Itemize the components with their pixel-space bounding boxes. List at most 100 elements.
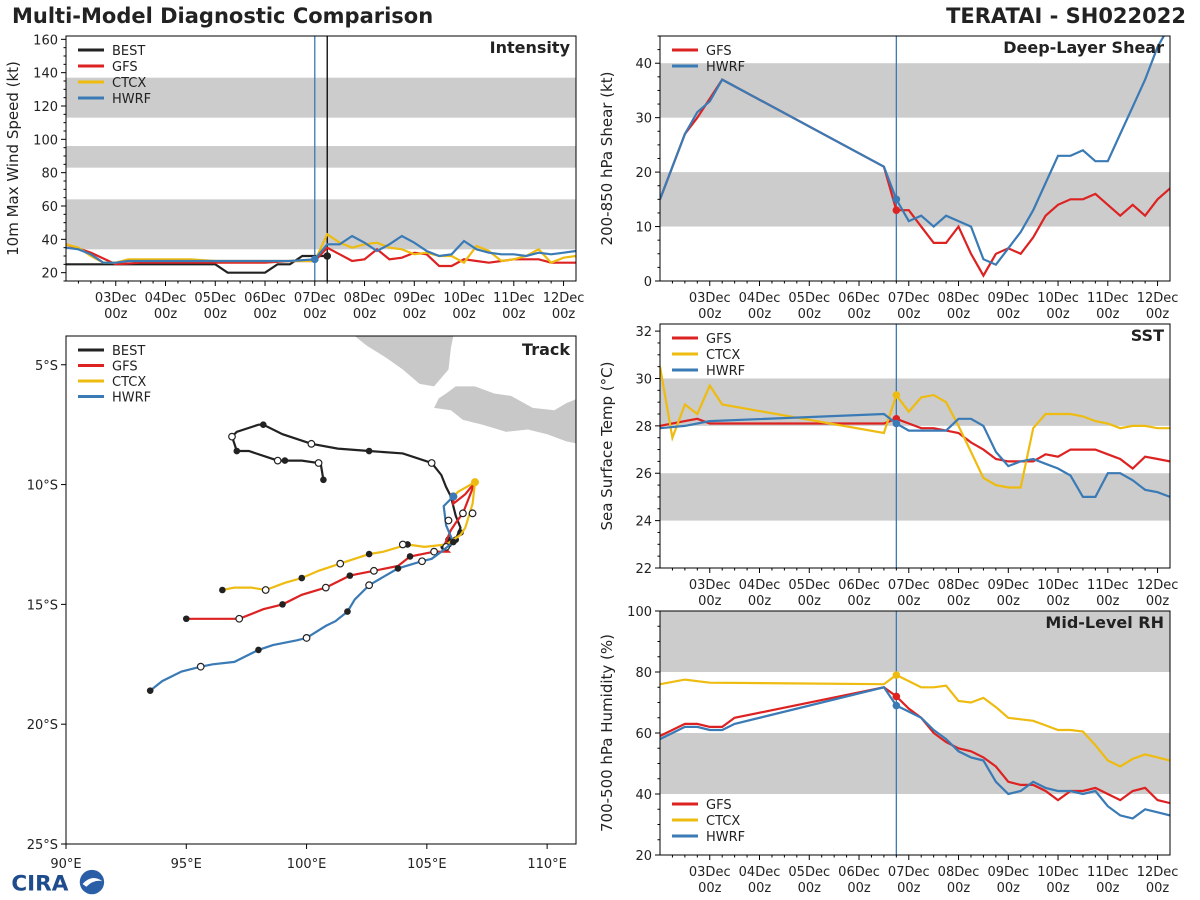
x-tick-label-hour: 00z xyxy=(748,307,772,322)
series-hwrf-marker xyxy=(310,255,319,264)
track-gfs-dot xyxy=(346,572,354,579)
panel-title: Deep-Layer Shear xyxy=(1003,38,1164,57)
x-tick-label-hour: 00z xyxy=(1096,594,1120,609)
x-tick-label-day: 12Dec xyxy=(1137,865,1179,880)
track-ctcx-ring xyxy=(336,559,345,568)
x-tick-label-hour: 00z xyxy=(897,307,921,322)
x-tick-label-day: 12Dec xyxy=(1137,578,1179,593)
track-ctcx-ring xyxy=(398,540,407,549)
lon-tick-label: 105°E xyxy=(407,857,447,872)
shaded-band xyxy=(66,199,576,250)
y-tick-label: 60 xyxy=(41,200,58,215)
y-axis-label: 10m Max Wind Speed (kt) xyxy=(4,61,22,256)
x-tick-label-hour: 00z xyxy=(1046,881,1070,896)
shaded-band xyxy=(660,378,1170,426)
legend-label-best: BEST xyxy=(112,44,145,59)
y-tick-label: 60 xyxy=(635,727,652,742)
series-hwrf-marker xyxy=(892,701,901,710)
track-best-dot xyxy=(281,457,289,464)
track-best-line xyxy=(230,423,462,541)
x-tick-label-day: 11Dec xyxy=(1087,865,1129,880)
x-tick-label-hour: 00z xyxy=(154,307,178,322)
y-tick-label: 40 xyxy=(635,57,652,72)
lat-tick-label: 15°S xyxy=(27,598,58,613)
track-ctcx-ring xyxy=(261,586,270,594)
x-tick-label-day: 03Dec xyxy=(689,291,731,306)
track-best-ring xyxy=(228,432,236,441)
y-tick-label: 120 xyxy=(33,100,58,115)
track-gfs-dot xyxy=(182,615,190,623)
track-gfs-ring xyxy=(235,614,244,623)
shaded-band xyxy=(660,63,1170,118)
series-ctcx-line xyxy=(66,232,576,265)
x-tick-label-day: 08Dec xyxy=(344,291,386,306)
java-land xyxy=(434,386,576,444)
track-ctcx-dot xyxy=(365,550,373,558)
x-tick-label-hour: 00z xyxy=(947,881,971,896)
y-tick-label: 20 xyxy=(41,267,58,282)
x-tick-label-day: 05Dec xyxy=(194,291,236,306)
track-hwrf-ring xyxy=(444,516,453,525)
x-tick-label-day: 09Dec xyxy=(987,578,1029,593)
legend-label-ctcx: CTCX xyxy=(706,814,740,829)
legend-label-ctcx: CTCX xyxy=(706,348,740,363)
x-tick-label-day: 07Dec xyxy=(294,291,336,306)
track-hwrf-ring xyxy=(418,557,426,566)
x-tick-label-day: 04Dec xyxy=(739,865,781,880)
x-tick-label-day: 04Dec xyxy=(145,291,187,306)
figure-title: Multi-Model Diagnostic Comparison xyxy=(12,4,434,28)
x-tick-label-hour: 00z xyxy=(104,307,128,322)
legend-label-hwrf: HWRF xyxy=(112,92,151,107)
series-gfs-line xyxy=(660,417,1170,470)
track-best-dot xyxy=(259,421,267,428)
track-gfs-dot xyxy=(279,601,286,608)
legend-label-gfs: GFS xyxy=(706,332,732,347)
x-tick-label-day: 10Dec xyxy=(443,291,485,306)
legend-label-gfs: GFS xyxy=(706,798,732,813)
lon-tick-label: 90°E xyxy=(50,857,81,872)
x-tick-label-day: 09Dec xyxy=(987,865,1029,880)
lat-tick-label: 20°S xyxy=(27,718,58,733)
legend-label-gfs: GFS xyxy=(112,360,138,375)
panel-title: SST xyxy=(1131,326,1164,345)
y-tick-label: 22 xyxy=(635,562,652,577)
y-tick-label: 26 xyxy=(635,467,652,482)
x-tick-label-hour: 00z xyxy=(502,307,526,322)
series-hwrf-marker xyxy=(892,419,901,428)
track-gfs-ring xyxy=(370,566,378,575)
x-tick-label-day: 09Dec xyxy=(393,291,435,306)
shaded-band xyxy=(660,733,1170,794)
shaded-band xyxy=(660,611,1170,672)
x-tick-label-hour: 00z xyxy=(1096,881,1120,896)
y-tick-label: 140 xyxy=(33,67,58,82)
x-tick-label-hour: 00z xyxy=(303,307,327,322)
track-hwrf-dot xyxy=(146,687,154,694)
x-tick-label-day: 10Dec xyxy=(1037,865,1079,880)
x-tick-label-hour: 00z xyxy=(1046,594,1070,609)
x-tick-label-hour: 00z xyxy=(1146,307,1170,322)
x-tick-label-hour: 00z xyxy=(253,307,277,322)
series-gfs-line xyxy=(660,78,1170,278)
lat-tick-label: 25°S xyxy=(27,838,58,853)
x-tick-label-day: 03Dec xyxy=(689,578,731,593)
x-tick-label-day: 11Dec xyxy=(493,291,535,306)
x-tick-label-hour: 00z xyxy=(1146,594,1170,609)
track-best-dot xyxy=(365,447,373,455)
x-tick-label-hour: 00z xyxy=(698,881,722,896)
x-tick-label-day: 06Dec xyxy=(244,291,286,306)
x-tick-label-hour: 00z xyxy=(403,307,427,322)
y-tick-label: 10 xyxy=(635,221,652,236)
x-tick-label-hour: 00z xyxy=(897,881,921,896)
y-tick-label: 100 xyxy=(33,133,58,148)
series-hwrf-line xyxy=(660,412,1170,498)
x-tick-label-day: 11Dec xyxy=(1087,291,1129,306)
x-tick-label-day: 03Dec xyxy=(689,865,731,880)
y-tick-label: 80 xyxy=(41,167,58,182)
y-tick-label: 40 xyxy=(41,233,58,248)
track-hwrf-dot xyxy=(450,538,457,546)
y-tick-label: 30 xyxy=(635,112,652,127)
series-gfs-line xyxy=(660,686,1170,805)
y-axis-label: 700-500 hPa Humidity (%) xyxy=(598,634,616,832)
x-tick-label-hour: 00z xyxy=(997,881,1021,896)
